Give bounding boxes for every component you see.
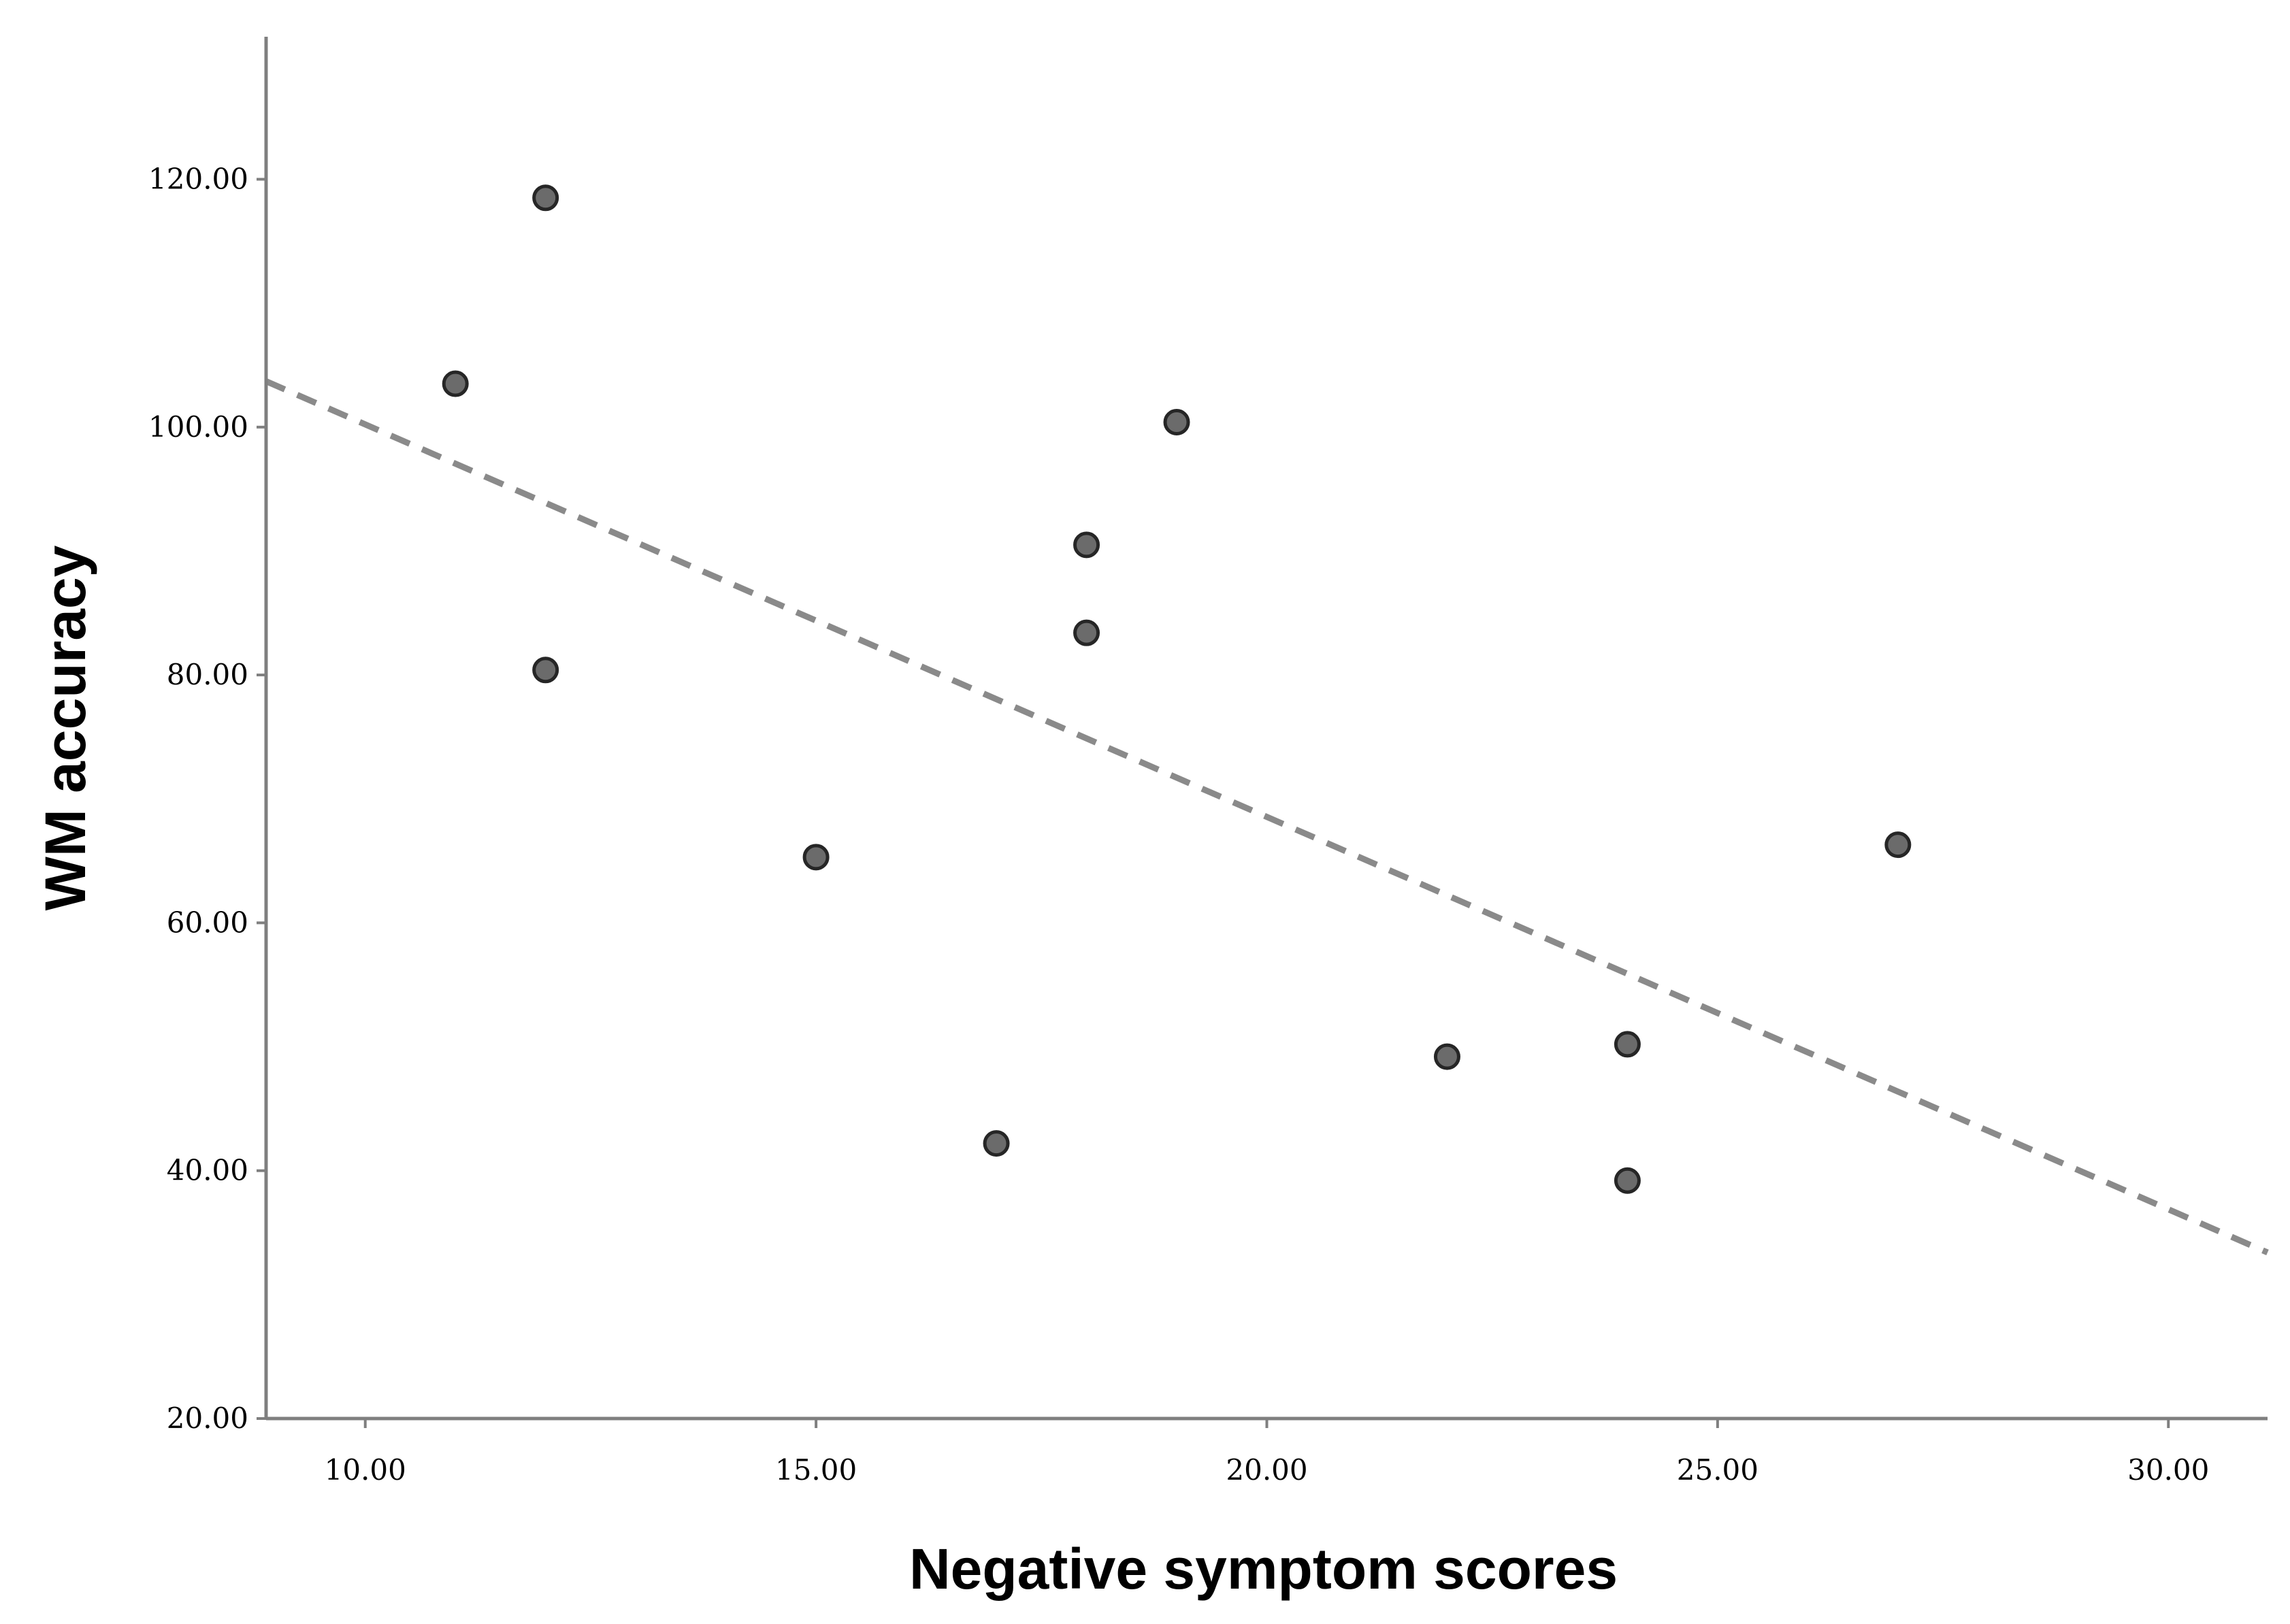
x-tick-label: 20.00 <box>1226 1453 1307 1487</box>
data-point <box>1433 1043 1460 1070</box>
data-point <box>1884 831 1912 859</box>
data-point <box>532 184 559 212</box>
regression-fit-line <box>265 378 2269 1256</box>
fit-line-layer <box>265 378 2269 1256</box>
data-point <box>532 657 559 684</box>
y-tick-label: 100.00 <box>148 410 248 444</box>
x-axis-title: Negative symptom scores <box>909 1537 1618 1601</box>
data-point <box>1073 619 1100 646</box>
data-point <box>1163 408 1190 435</box>
data-point <box>1073 531 1100 559</box>
data-point <box>983 1130 1010 1157</box>
data-point <box>1614 1167 1641 1194</box>
y-tick-label: 120.00 <box>148 162 248 195</box>
ticks-layer: 20.00 40.00 60.00 80.00 100.00 120.00 10.00 15.… <box>148 162 2209 1487</box>
x-tick-label: 15.00 <box>775 1453 857 1487</box>
y-axis-title: WM accuracy <box>33 545 97 910</box>
data-point <box>442 370 469 397</box>
data-point <box>1614 1031 1641 1058</box>
y-tick-label: 20.00 <box>167 1402 248 1435</box>
x-tick-label: 10.00 <box>325 1453 406 1487</box>
x-tick-label: 30.00 <box>2127 1453 2209 1487</box>
y-tick-label: 40.00 <box>167 1154 248 1187</box>
y-tick-label: 60.00 <box>167 906 248 939</box>
axes-layer <box>264 37 2268 1421</box>
x-tick-label: 25.00 <box>1677 1453 1759 1487</box>
points-layer <box>442 184 1912 1194</box>
data-point <box>802 844 830 871</box>
y-tick-label: 80.00 <box>167 658 248 691</box>
